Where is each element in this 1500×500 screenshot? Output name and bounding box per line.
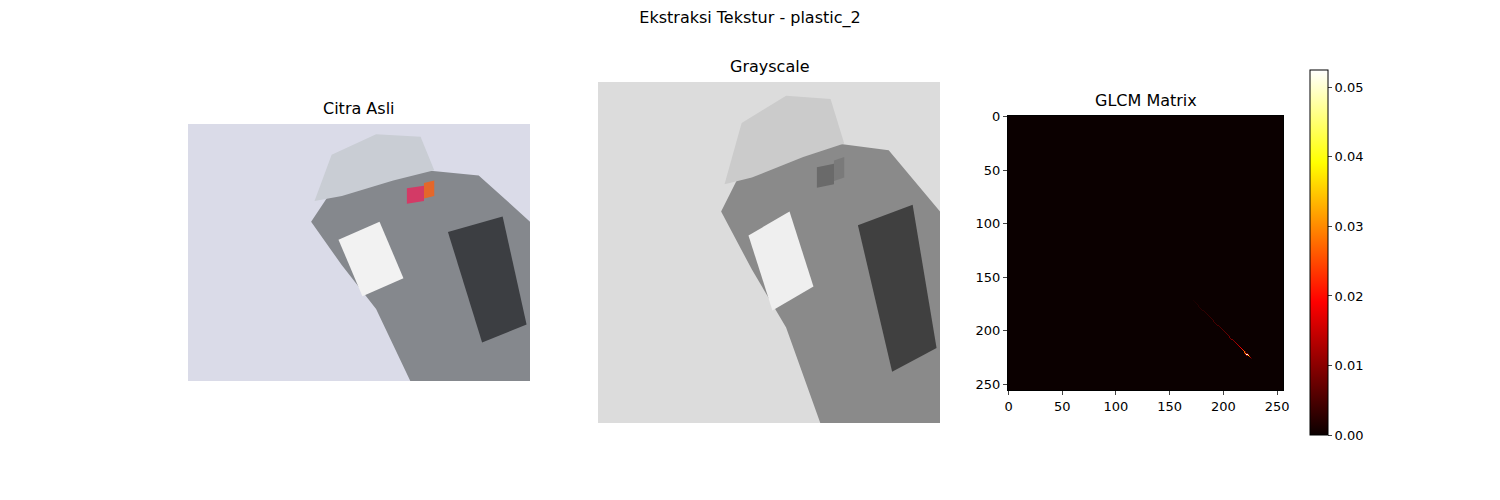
svg-text:Citra Asli: Citra Asli	[323, 99, 395, 118]
svg-text:250: 250	[976, 377, 1001, 392]
svg-text:0.05: 0.05	[1335, 80, 1364, 95]
svg-text:0: 0	[992, 109, 1000, 124]
svg-text:0.01: 0.01	[1335, 358, 1364, 373]
svg-text:250: 250	[1265, 399, 1290, 414]
svg-text:0.02: 0.02	[1335, 289, 1364, 304]
svg-text:0.03: 0.03	[1335, 219, 1364, 234]
svg-text:150: 150	[976, 270, 1001, 285]
svg-text:200: 200	[976, 323, 1001, 338]
svg-text:200: 200	[1211, 399, 1236, 414]
svg-text:Ekstraksi Tekstur - plastic_2: Ekstraksi Tekstur - plastic_2	[639, 8, 860, 28]
svg-text:50: 50	[1054, 399, 1071, 414]
svg-text:Grayscale: Grayscale	[730, 57, 809, 76]
svg-text:0.04: 0.04	[1335, 149, 1364, 164]
svg-text:GLCM Matrix: GLCM Matrix	[1095, 91, 1197, 110]
svg-text:100: 100	[1104, 399, 1129, 414]
svg-text:0: 0	[1004, 399, 1012, 414]
svg-text:50: 50	[984, 163, 1001, 178]
svg-text:100: 100	[976, 216, 1001, 231]
svg-text:0.00: 0.00	[1335, 428, 1364, 443]
svg-text:150: 150	[1157, 399, 1182, 414]
